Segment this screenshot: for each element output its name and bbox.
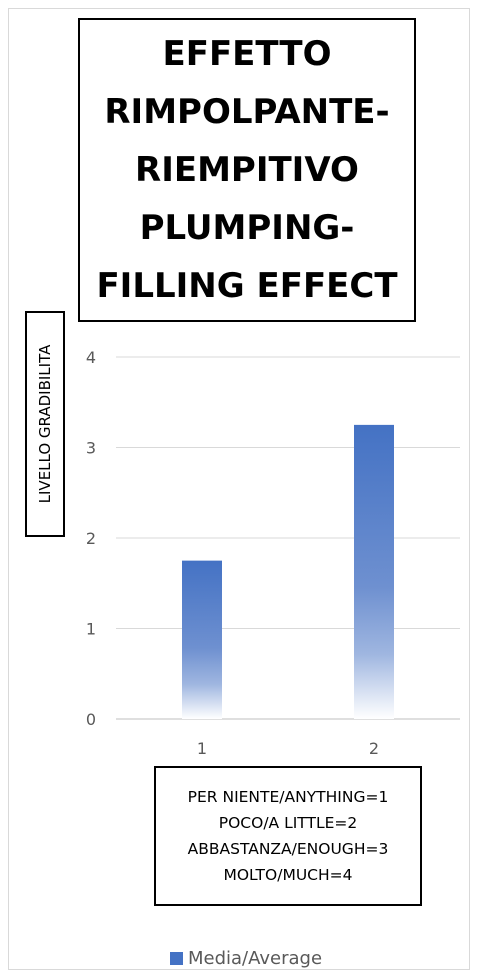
y-tick-label: 3 [86, 439, 96, 458]
legend-label: Media/Average [188, 947, 323, 969]
y-tick-label: 4 [86, 348, 96, 367]
scale-line-4: MOLTO/MUCH=4 [223, 866, 353, 884]
scale-line-2: POCO/A LITTLE=2 [218, 814, 358, 832]
title-line-4: PLUMPING- [139, 208, 355, 248]
chart-area [8, 8, 470, 970]
y-tick-label: 0 [86, 710, 96, 729]
legend-swatch [170, 951, 183, 965]
scale-line-1: PER NIENTE/ANYTHING=1 [187, 788, 389, 806]
legend: Media/Average [170, 943, 322, 973]
scale-line-3: ABBASTANZA/ENOUGH=3 [187, 840, 389, 858]
scale-legend-box: PER NIENTE/ANYTHING=1 POCO/A LITTLE=2 AB… [154, 766, 422, 906]
title-line-1: EFFETTO [162, 34, 332, 74]
y-tick-label: 2 [86, 529, 96, 548]
x-tick-label: 2 [369, 739, 379, 758]
y-axis-title-box: LIVELLO GRADIBILITA [25, 311, 65, 537]
title-line-5: FILLING EFFECT [96, 266, 398, 306]
y-tick-label: 1 [86, 620, 96, 639]
title-line-2: RIMPOLPANTE- [104, 92, 390, 132]
title-line-3: RIEMPITIVO [135, 150, 359, 190]
x-tick-label: 1 [197, 739, 207, 758]
bar [354, 424, 394, 719]
chart-title: EFFETTO RIMPOLPANTE- RIEMPITIVO PLUMPING… [78, 18, 416, 322]
bar [182, 560, 222, 719]
